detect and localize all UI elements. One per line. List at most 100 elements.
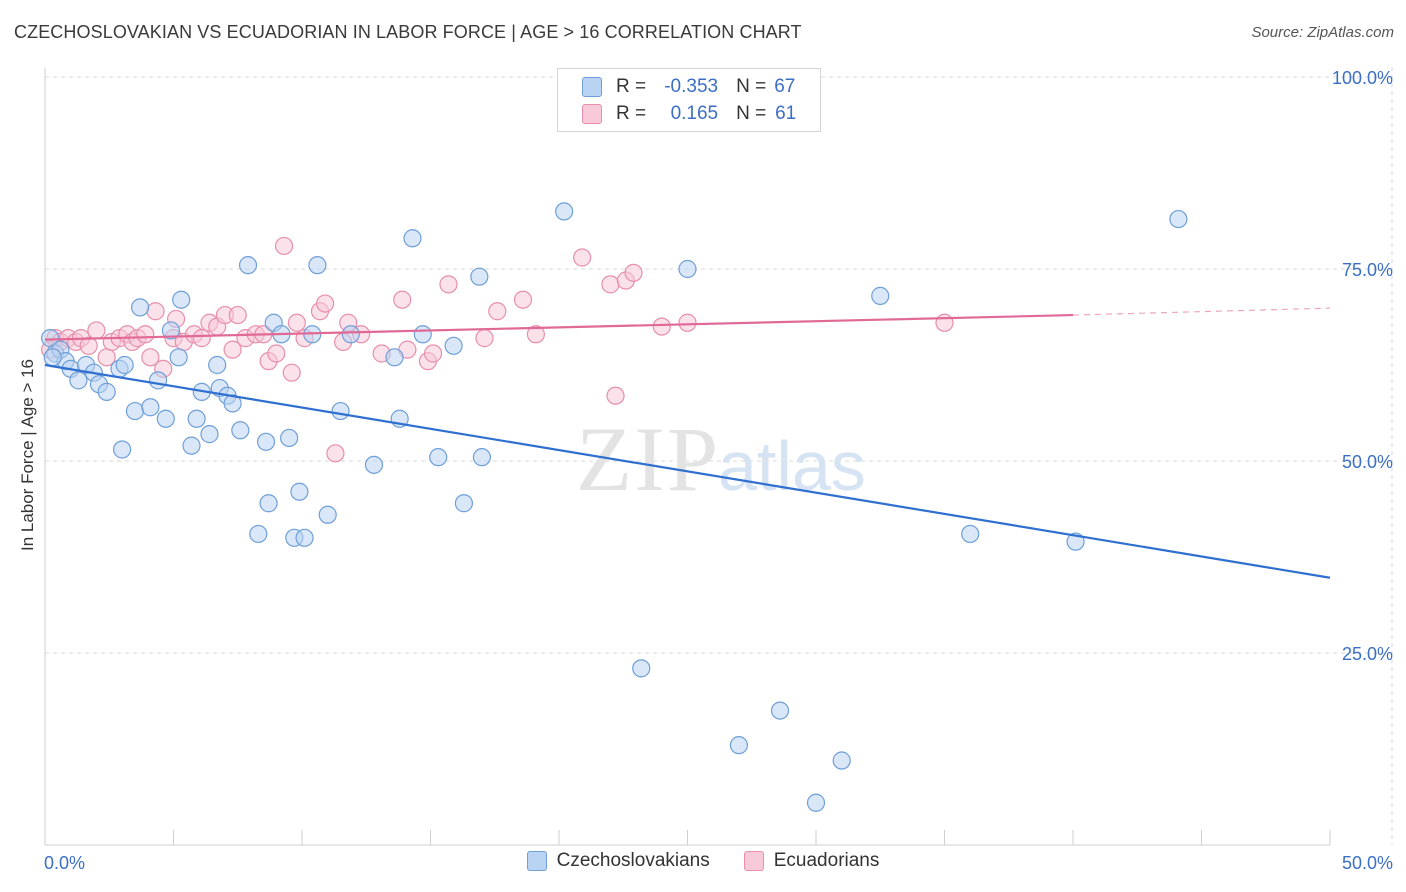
data-point-ecuadorians <box>287 313 306 332</box>
data-point-czechoslovakians <box>871 286 890 305</box>
data-point-czechoslovakians <box>729 736 749 755</box>
legend-item-ecuadorians: Ecuadorians <box>743 850 880 872</box>
r-value: -0.353 <box>664 76 719 97</box>
series-ecuadorians <box>41 236 954 463</box>
trend-line-ecuadorians <box>44 313 1074 341</box>
data-point-ecuadorians <box>393 290 412 309</box>
data-point-czechoslovakians <box>256 432 276 451</box>
data-point-ecuadorians <box>192 329 211 348</box>
data-point-czechoslovakians <box>413 325 432 344</box>
data-point-czechoslovakians <box>148 371 168 390</box>
data-point-czechoslovakians <box>161 321 181 340</box>
data-point-czechoslovakians <box>385 348 404 367</box>
data-point-ecuadorians <box>267 344 286 363</box>
source-label: Source: ZipAtlas.com <box>1251 24 1394 41</box>
legend-swatch-pink <box>743 851 764 871</box>
stats-row-czechoslovakians: R = -0.353 N = 67 <box>582 74 795 100</box>
data-point-ecuadorians <box>652 317 671 336</box>
data-point-czechoslovakians <box>112 440 132 459</box>
y-axis-label: In Labor Force | Age > 16 <box>18 358 37 552</box>
data-point-ecuadorians <box>935 313 954 332</box>
data-point-czechoslovakians <box>182 436 201 455</box>
legend-swatch-blue <box>526 851 547 871</box>
data-point-czechoslovakians <box>403 229 422 248</box>
data-point-czechoslovakians <box>961 524 980 544</box>
data-point-czechoslovakians <box>208 355 227 375</box>
data-point-ecuadorians <box>526 325 545 344</box>
data-point-ecuadorians <box>274 236 294 256</box>
data-point-czechoslovakians <box>280 428 299 448</box>
series-czechoslovakians <box>41 202 1188 812</box>
axes <box>44 68 1331 846</box>
chart-title: CZECHOSLOVAKIAN VS ECUADORIAN IN LABOR F… <box>14 22 802 42</box>
data-point-ecuadorians <box>282 363 301 382</box>
data-point-ecuadorians <box>223 340 242 359</box>
y-tick-label: 25.0% <box>1342 644 1393 664</box>
data-point-ecuadorians <box>141 348 160 367</box>
data-point-czechoslovakians <box>470 267 489 286</box>
data-point-czechoslovakians <box>249 524 268 544</box>
data-point-ecuadorians <box>624 263 643 282</box>
data-point-ecuadorians <box>326 444 345 463</box>
data-point-czechoslovakians <box>231 421 250 440</box>
data-point-ecuadorians <box>228 305 247 325</box>
watermark-zip: ZIP <box>576 408 720 510</box>
n-value: 61 <box>775 103 797 124</box>
data-point-czechoslovakians <box>331 401 350 421</box>
data-point-ecuadorians <box>513 290 533 309</box>
y-tick-label: 75.0% <box>1342 260 1393 280</box>
data-point-czechoslovakians <box>43 348 62 367</box>
data-point-czechoslovakians <box>444 336 463 355</box>
legend-label: Czechoslovakians <box>556 850 710 871</box>
data-point-czechoslovakians <box>172 290 191 309</box>
data-point-ecuadorians <box>146 302 165 321</box>
n-label: N = <box>736 103 767 124</box>
data-point-ecuadorians <box>601 275 620 294</box>
data-point-czechoslovakians <box>555 202 574 221</box>
stats-legend: R = -0.353 N = 67 R = 0.165 N = 61 <box>557 68 821 132</box>
data-point-ecuadorians <box>488 302 507 321</box>
r-label: R = <box>616 76 647 97</box>
trend-extension-ecuadorians <box>1072 307 1331 316</box>
data-point-czechoslovakians <box>472 448 491 467</box>
x-tick-label: 50.0% <box>1342 853 1393 873</box>
data-point-ecuadorians <box>136 325 155 344</box>
n-label: N = <box>736 76 767 97</box>
data-point-czechoslovakians <box>69 371 88 390</box>
data-point-czechoslovakians <box>130 298 150 317</box>
data-point-czechoslovakians <box>115 355 134 375</box>
r-label: R = <box>616 103 647 124</box>
data-point-ecuadorians <box>475 329 494 348</box>
legend-item-czechoslovakians: Czechoslovakians <box>526 850 710 872</box>
data-point-ecuadorians <box>87 321 106 340</box>
series-legend: Czechoslovakians Ecuadorians <box>0 850 1406 872</box>
r-value: 0.165 <box>670 103 719 124</box>
data-point-czechoslovakians <box>295 528 314 547</box>
data-point-czechoslovakians <box>770 701 790 720</box>
data-point-czechoslovakians <box>223 394 242 413</box>
data-point-czechoslovakians <box>429 448 448 467</box>
stats-row-ecuadorians: R = 0.165 N = 61 <box>582 101 796 127</box>
data-point-czechoslovakians <box>259 494 278 513</box>
data-point-czechoslovakians <box>454 494 474 513</box>
data-point-czechoslovakians <box>806 793 826 812</box>
data-point-czechoslovakians <box>308 256 327 275</box>
data-point-czechoslovakians <box>187 409 206 428</box>
data-point-czechoslovakians <box>290 482 309 501</box>
data-point-czechoslovakians <box>318 505 337 524</box>
legend-label: Ecuadorians <box>773 850 880 871</box>
n-value: 67 <box>774 76 796 97</box>
data-point-czechoslovakians <box>678 259 697 279</box>
data-point-czechoslovakians <box>200 425 219 444</box>
data-point-czechoslovakians <box>632 659 651 678</box>
data-point-ecuadorians <box>316 294 335 313</box>
data-point-czechoslovakians <box>156 409 175 428</box>
data-point-czechoslovakians <box>125 401 145 421</box>
data-point-czechoslovakians <box>364 455 384 474</box>
data-point-czechoslovakians <box>238 256 258 275</box>
data-point-czechoslovakians <box>341 325 360 344</box>
legend-swatch-blue <box>582 77 602 97</box>
data-point-ecuadorians <box>606 386 625 405</box>
trend-lines <box>44 307 1331 579</box>
